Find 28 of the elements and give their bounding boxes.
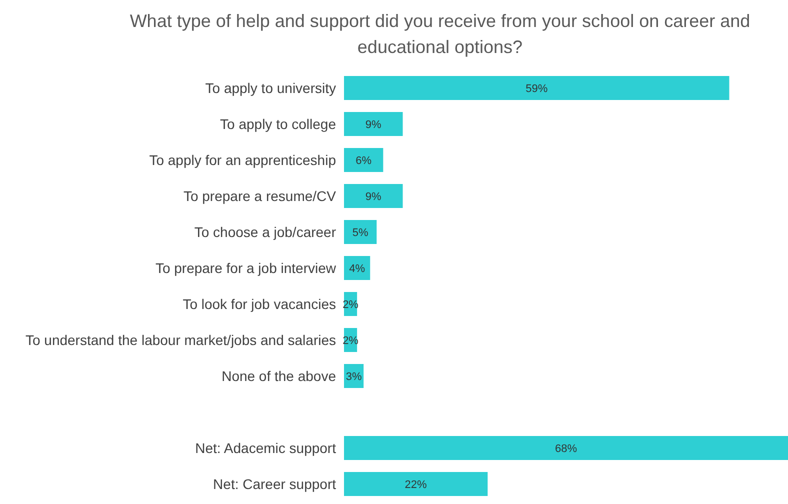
y-tick-label: To understand the labour market/jobs and salaries [25,332,336,348]
y-tick-label: To look for job vacancies [182,296,336,312]
data-label: 9% [365,118,382,131]
data-label: 59% [526,82,548,95]
bar [344,184,403,208]
data-label: 9% [365,190,382,203]
data-label: 6% [356,154,372,167]
y-tick-label: To apply to college [220,116,336,132]
y-tick-label: To apply for an apprenticeship [149,152,336,168]
y-tick-label: Net: Adacemic support [195,440,336,456]
y-tick-label: To prepare a resume/CV [183,188,337,204]
bar [344,436,788,460]
y-tick-label: None of the above [222,368,336,384]
data-label: 68% [554,442,578,455]
bar [344,148,384,172]
y-tick-label: To prepare for a job interview [155,260,337,276]
y-tick-label: To choose a job/career [194,224,336,240]
data-label: 22% [404,478,428,491]
bar [344,76,730,100]
y-tick-label: To apply to university [205,80,336,96]
bar [344,112,403,136]
chart-title: What type of help and support did you receive from your school on career and educational options? [128,10,752,59]
bar [344,220,377,244]
bar [344,472,488,496]
data-label: 3% [346,370,362,383]
data-label: 5% [352,226,368,239]
y-tick-label: Net: Career support [213,476,336,492]
data-label: 4% [349,262,366,275]
